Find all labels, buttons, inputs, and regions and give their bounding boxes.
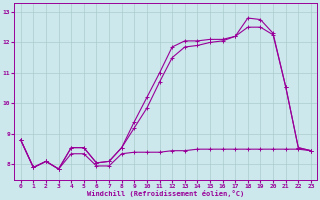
X-axis label: Windchill (Refroidissement éolien,°C): Windchill (Refroidissement éolien,°C) <box>87 190 244 197</box>
